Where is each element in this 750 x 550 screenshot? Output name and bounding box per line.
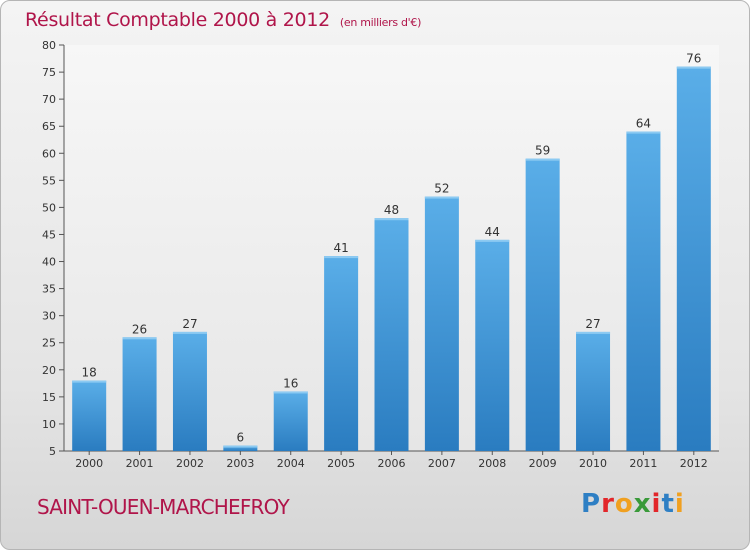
commune-name: SAINT-OUEN-MARCHEFROY <box>37 495 290 519</box>
bar-top-highlight <box>122 337 157 340</box>
data-label: 52 <box>434 182 449 196</box>
logo-letter: x <box>633 489 652 519</box>
data-label: 6 <box>237 431 245 445</box>
data-label: 16 <box>283 376 298 390</box>
y-tick-label: 75 <box>42 66 56 79</box>
y-tick-label: 10 <box>42 418 56 431</box>
x-tick-label: 2010 <box>579 457 607 470</box>
x-tick-label: 2001 <box>126 457 154 470</box>
bar-top-highlight <box>626 131 661 134</box>
x-tick-label: 2004 <box>277 457 305 470</box>
data-label: 48 <box>384 203 399 217</box>
x-tick-label: 2005 <box>327 457 355 470</box>
bar <box>676 66 711 452</box>
bar-top-highlight <box>223 445 258 448</box>
x-tick-label: 2011 <box>629 457 657 470</box>
bar <box>273 391 308 451</box>
x-tick-label: 2009 <box>529 457 557 470</box>
bar-top-highlight <box>172 331 207 334</box>
bar-top-highlight <box>475 239 510 242</box>
data-label: 64 <box>636 117 651 131</box>
y-tick-label: 45 <box>42 228 56 241</box>
logo-letter: t <box>661 489 675 519</box>
y-tick-label: 20 <box>42 364 56 377</box>
data-label: 44 <box>485 225 500 239</box>
logo-letter: r <box>601 489 615 519</box>
bar <box>424 196 459 451</box>
bar-top-highlight <box>576 331 611 334</box>
bar <box>475 239 510 451</box>
bar <box>72 380 107 451</box>
logo-letter: P <box>581 489 602 519</box>
bar-top-highlight <box>424 196 459 199</box>
proxiti-logo: Proxiti <box>581 489 685 519</box>
y-tick-label: 5 <box>49 445 56 458</box>
x-tick-label: 2000 <box>75 457 103 470</box>
x-tick-label: 2008 <box>478 457 506 470</box>
bar <box>626 131 661 451</box>
data-label: 26 <box>132 322 147 336</box>
chart-subtitle: (en milliers d'€) <box>339 16 422 29</box>
y-tick-label: 40 <box>42 256 56 269</box>
x-tick-label: 2006 <box>378 457 406 470</box>
x-tick-label: 2003 <box>226 457 254 470</box>
bar-top-highlight <box>676 66 711 69</box>
y-tick-label: 30 <box>42 310 56 323</box>
bar <box>525 158 560 451</box>
bar <box>324 256 359 451</box>
y-tick-label: 70 <box>42 93 56 106</box>
data-label: 76 <box>686 52 701 66</box>
bar-top-highlight <box>374 218 409 221</box>
x-tick-label: 2012 <box>680 457 708 470</box>
bar-top-highlight <box>525 158 560 161</box>
y-tick-label: 50 <box>42 201 56 214</box>
bar <box>576 331 611 451</box>
logo-letter: i <box>674 489 685 519</box>
data-label: 27 <box>182 317 197 331</box>
y-tick-label: 15 <box>42 391 56 404</box>
logo-letter: o <box>614 489 634 519</box>
data-label: 41 <box>333 241 348 255</box>
data-label: 27 <box>585 317 600 331</box>
x-tick-label: 2007 <box>428 457 456 470</box>
bar-top-highlight <box>72 380 107 383</box>
bar <box>122 337 157 451</box>
y-tick-label: 35 <box>42 283 56 296</box>
data-label: 18 <box>82 366 97 380</box>
y-tick-label: 25 <box>42 337 56 350</box>
y-tick-label: 65 <box>42 120 56 133</box>
chart-title-text: Résultat Comptable 2000 à 2012 <box>25 9 330 31</box>
bar-top-highlight <box>324 256 359 259</box>
y-tick-label: 55 <box>42 174 56 187</box>
data-label: 59 <box>535 144 550 158</box>
bar-top-highlight <box>273 391 308 394</box>
logo-letter: i <box>651 489 662 519</box>
bar <box>172 331 207 451</box>
x-tick-label: 2002 <box>176 457 204 470</box>
bar <box>223 445 258 451</box>
y-tick-label: 60 <box>42 147 56 160</box>
chart-title: Résultat Comptable 2000 à 2012 (en millie… <box>25 9 421 31</box>
y-tick-label: 80 <box>42 39 56 52</box>
bar <box>374 218 409 451</box>
